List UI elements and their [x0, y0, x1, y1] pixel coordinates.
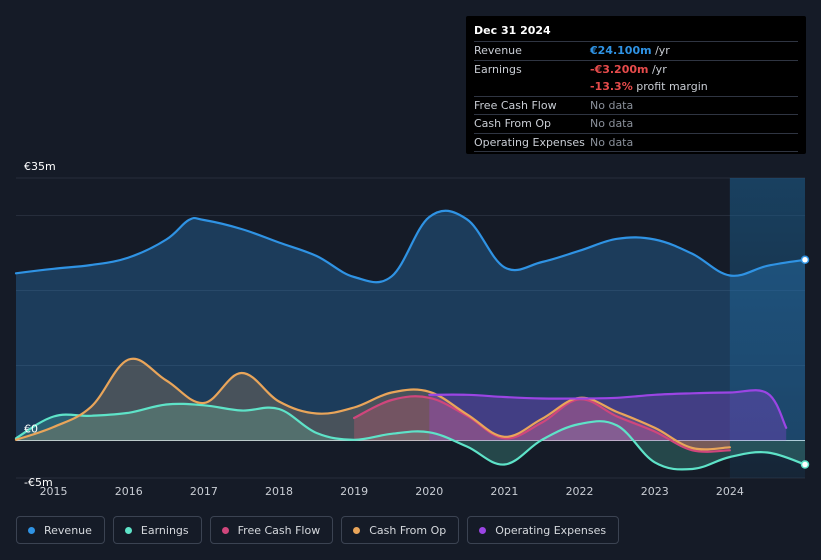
- legend-item-free-cash-flow[interactable]: Free Cash Flow: [209, 516, 334, 544]
- earnings-area: [16, 403, 805, 470]
- tooltip-opex-value: No data: [590, 135, 634, 149]
- tooltip-earnings-value: -€3.200m: [590, 62, 649, 76]
- revenue-dot-icon: [28, 526, 35, 534]
- x-tick-label: 2016: [115, 485, 143, 498]
- operating-expenses-dot-icon: [479, 526, 487, 534]
- grid: [16, 177, 805, 479]
- tooltip-revenue-value: €24.100m: [590, 44, 652, 57]
- y-tick-label: €35m: [24, 160, 56, 173]
- x-tick-label: 2019: [340, 485, 368, 498]
- operating-expenses-area: [429, 390, 787, 441]
- legend-item-revenue[interactable]: Revenue: [16, 516, 105, 544]
- earnings-line: [14, 402, 807, 471]
- series-lines: [14, 209, 810, 471]
- tooltip-row-margin: -13.3% profit margin: [474, 78, 798, 97]
- cash-from-op-dot-icon: [353, 526, 361, 534]
- x-tick-label: 2022: [566, 485, 594, 498]
- x-tick-label: 2015: [40, 485, 68, 498]
- tooltip-row-fcf: Free Cash Flow No data: [474, 97, 798, 115]
- cash-from-op-line: [14, 357, 731, 451]
- tooltip-row-revenue: Revenue €24.100m /yr: [474, 42, 798, 61]
- tooltip-earnings-unit: /yr: [648, 62, 667, 76]
- legend: Revenue Earnings Free Cash Flow Cash Fro…: [16, 516, 620, 544]
- x-tick-label: 2020: [415, 485, 443, 498]
- tooltip-margin-value: -13.3%: [590, 80, 633, 93]
- tooltip-opex-label: Operating Expenses: [474, 135, 585, 149]
- series-areas: [16, 210, 805, 470]
- tooltip-row-earnings: Earnings -€3.200m /yr: [474, 61, 798, 79]
- legend-item-cash-from-op[interactable]: Cash From Op: [341, 516, 460, 544]
- legend-label-earnings: Earnings: [140, 523, 189, 537]
- earnings-dot-icon: [124, 526, 132, 534]
- free-cash-flow-line: [353, 395, 731, 453]
- legend-label-revenue: Revenue: [44, 523, 92, 537]
- tooltip-margin-text: profit margin: [632, 80, 708, 93]
- x-tick-label: 2021: [490, 485, 518, 498]
- tooltip-row-cfo: Cash From Op No data: [474, 115, 798, 134]
- free-cash-flow-dot-icon: [221, 526, 229, 534]
- legend-label-free-cash-flow: Free Cash Flow: [237, 523, 321, 537]
- x-tick-label: 2017: [190, 485, 218, 498]
- tooltip-cfo-value: No data: [590, 117, 634, 130]
- legend-label-operating-expenses: Operating Expenses: [495, 523, 607, 537]
- tooltip-row-opex: Operating Expenses No data: [474, 134, 798, 152]
- y-tick-label: -€5m: [24, 476, 53, 489]
- cash-from-op-area: [16, 358, 730, 450]
- revenue-end-point: [800, 255, 810, 264]
- legend-item-operating-expenses[interactable]: Operating Expenses: [467, 516, 620, 544]
- x-tick-label: 2023: [641, 485, 669, 498]
- y-tick-label: €0: [24, 423, 38, 436]
- tooltip-revenue-label: Revenue: [474, 44, 522, 57]
- legend-label-cash-from-op: Cash From Op: [369, 523, 447, 537]
- revenue-area: [16, 210, 805, 441]
- x-tick-label: 2018: [265, 485, 293, 498]
- x-tick-label: 2024: [716, 485, 744, 498]
- operating-expenses-line: [428, 389, 788, 429]
- tooltip-earnings-label: Earnings: [474, 62, 522, 76]
- revenue-line: [14, 209, 807, 284]
- tooltip-cfo-label: Cash From Op: [474, 117, 552, 130]
- tooltip-fcf-label: Free Cash Flow: [474, 98, 557, 112]
- tooltip-panel: Dec 31 2024 Revenue €24.100m /yr Earning…: [466, 16, 806, 154]
- earnings-end-point: [800, 460, 810, 469]
- forecast-region: [729, 178, 805, 478]
- tooltip-date: Dec 31 2024: [474, 16, 798, 42]
- tooltip-revenue-unit: /yr: [651, 44, 670, 57]
- tooltip-fcf-value: No data: [590, 98, 634, 112]
- legend-item-earnings[interactable]: Earnings: [112, 516, 202, 544]
